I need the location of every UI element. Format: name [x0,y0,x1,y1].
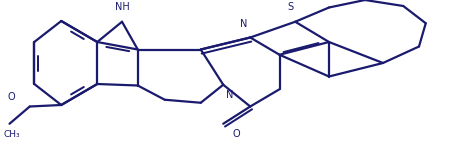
Text: NH: NH [115,2,129,12]
Text: N: N [226,90,234,100]
Text: O: O [233,129,240,139]
Text: O: O [8,93,16,102]
Text: S: S [288,2,294,12]
Text: CH₃: CH₃ [4,130,20,139]
Text: N: N [240,19,247,29]
